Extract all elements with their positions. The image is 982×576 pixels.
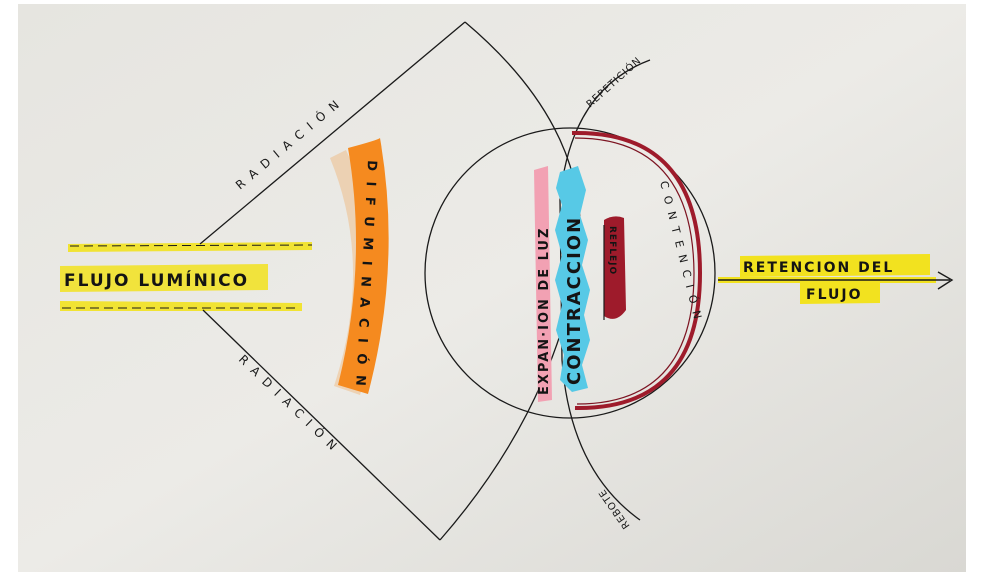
retention-arrow-group: RETENCION DEL FLUJO xyxy=(718,254,954,304)
reflection-label: REFLEJO xyxy=(607,226,617,275)
retention-outline-inner xyxy=(574,137,695,405)
expansion-band-shape xyxy=(534,166,552,402)
reflection-band-shape xyxy=(604,216,626,319)
retention-label-line2: FLUJO xyxy=(806,287,862,303)
diffusion-band-shape xyxy=(338,138,389,394)
retention-highlight-2 xyxy=(800,282,880,304)
radiation-line-top xyxy=(199,21,466,245)
contraction-band-shape xyxy=(555,166,590,392)
contraction-label: CONTRACCION xyxy=(564,216,585,385)
reflection-band: REFLEJO xyxy=(603,216,626,320)
luminous-flux-band: FLUJO LUMÍNICO xyxy=(60,242,313,311)
flux-label: FLUJO LUMÍNICO xyxy=(64,269,249,291)
retention-highlight-1 xyxy=(740,254,930,277)
lens-circle xyxy=(424,127,716,419)
arrow-head-icon xyxy=(937,271,954,290)
radiation-line-bottom xyxy=(202,309,441,541)
top-yellow-stripe xyxy=(68,242,312,252)
expansion-label: EXPAN·ION DE LUZ xyxy=(537,227,552,395)
contraction-band: CONTRACCION xyxy=(555,166,590,392)
diffusion-band: D I F U M I N A C I Ó N xyxy=(330,138,389,395)
retention-label-line1: RETENCION DEL xyxy=(743,260,894,276)
flux-dashed-line-top xyxy=(69,244,313,247)
label-yellow-highlight xyxy=(60,264,268,292)
retention-outline xyxy=(571,130,703,411)
expansion-band: EXPAN·ION DE LUZ xyxy=(534,166,552,402)
